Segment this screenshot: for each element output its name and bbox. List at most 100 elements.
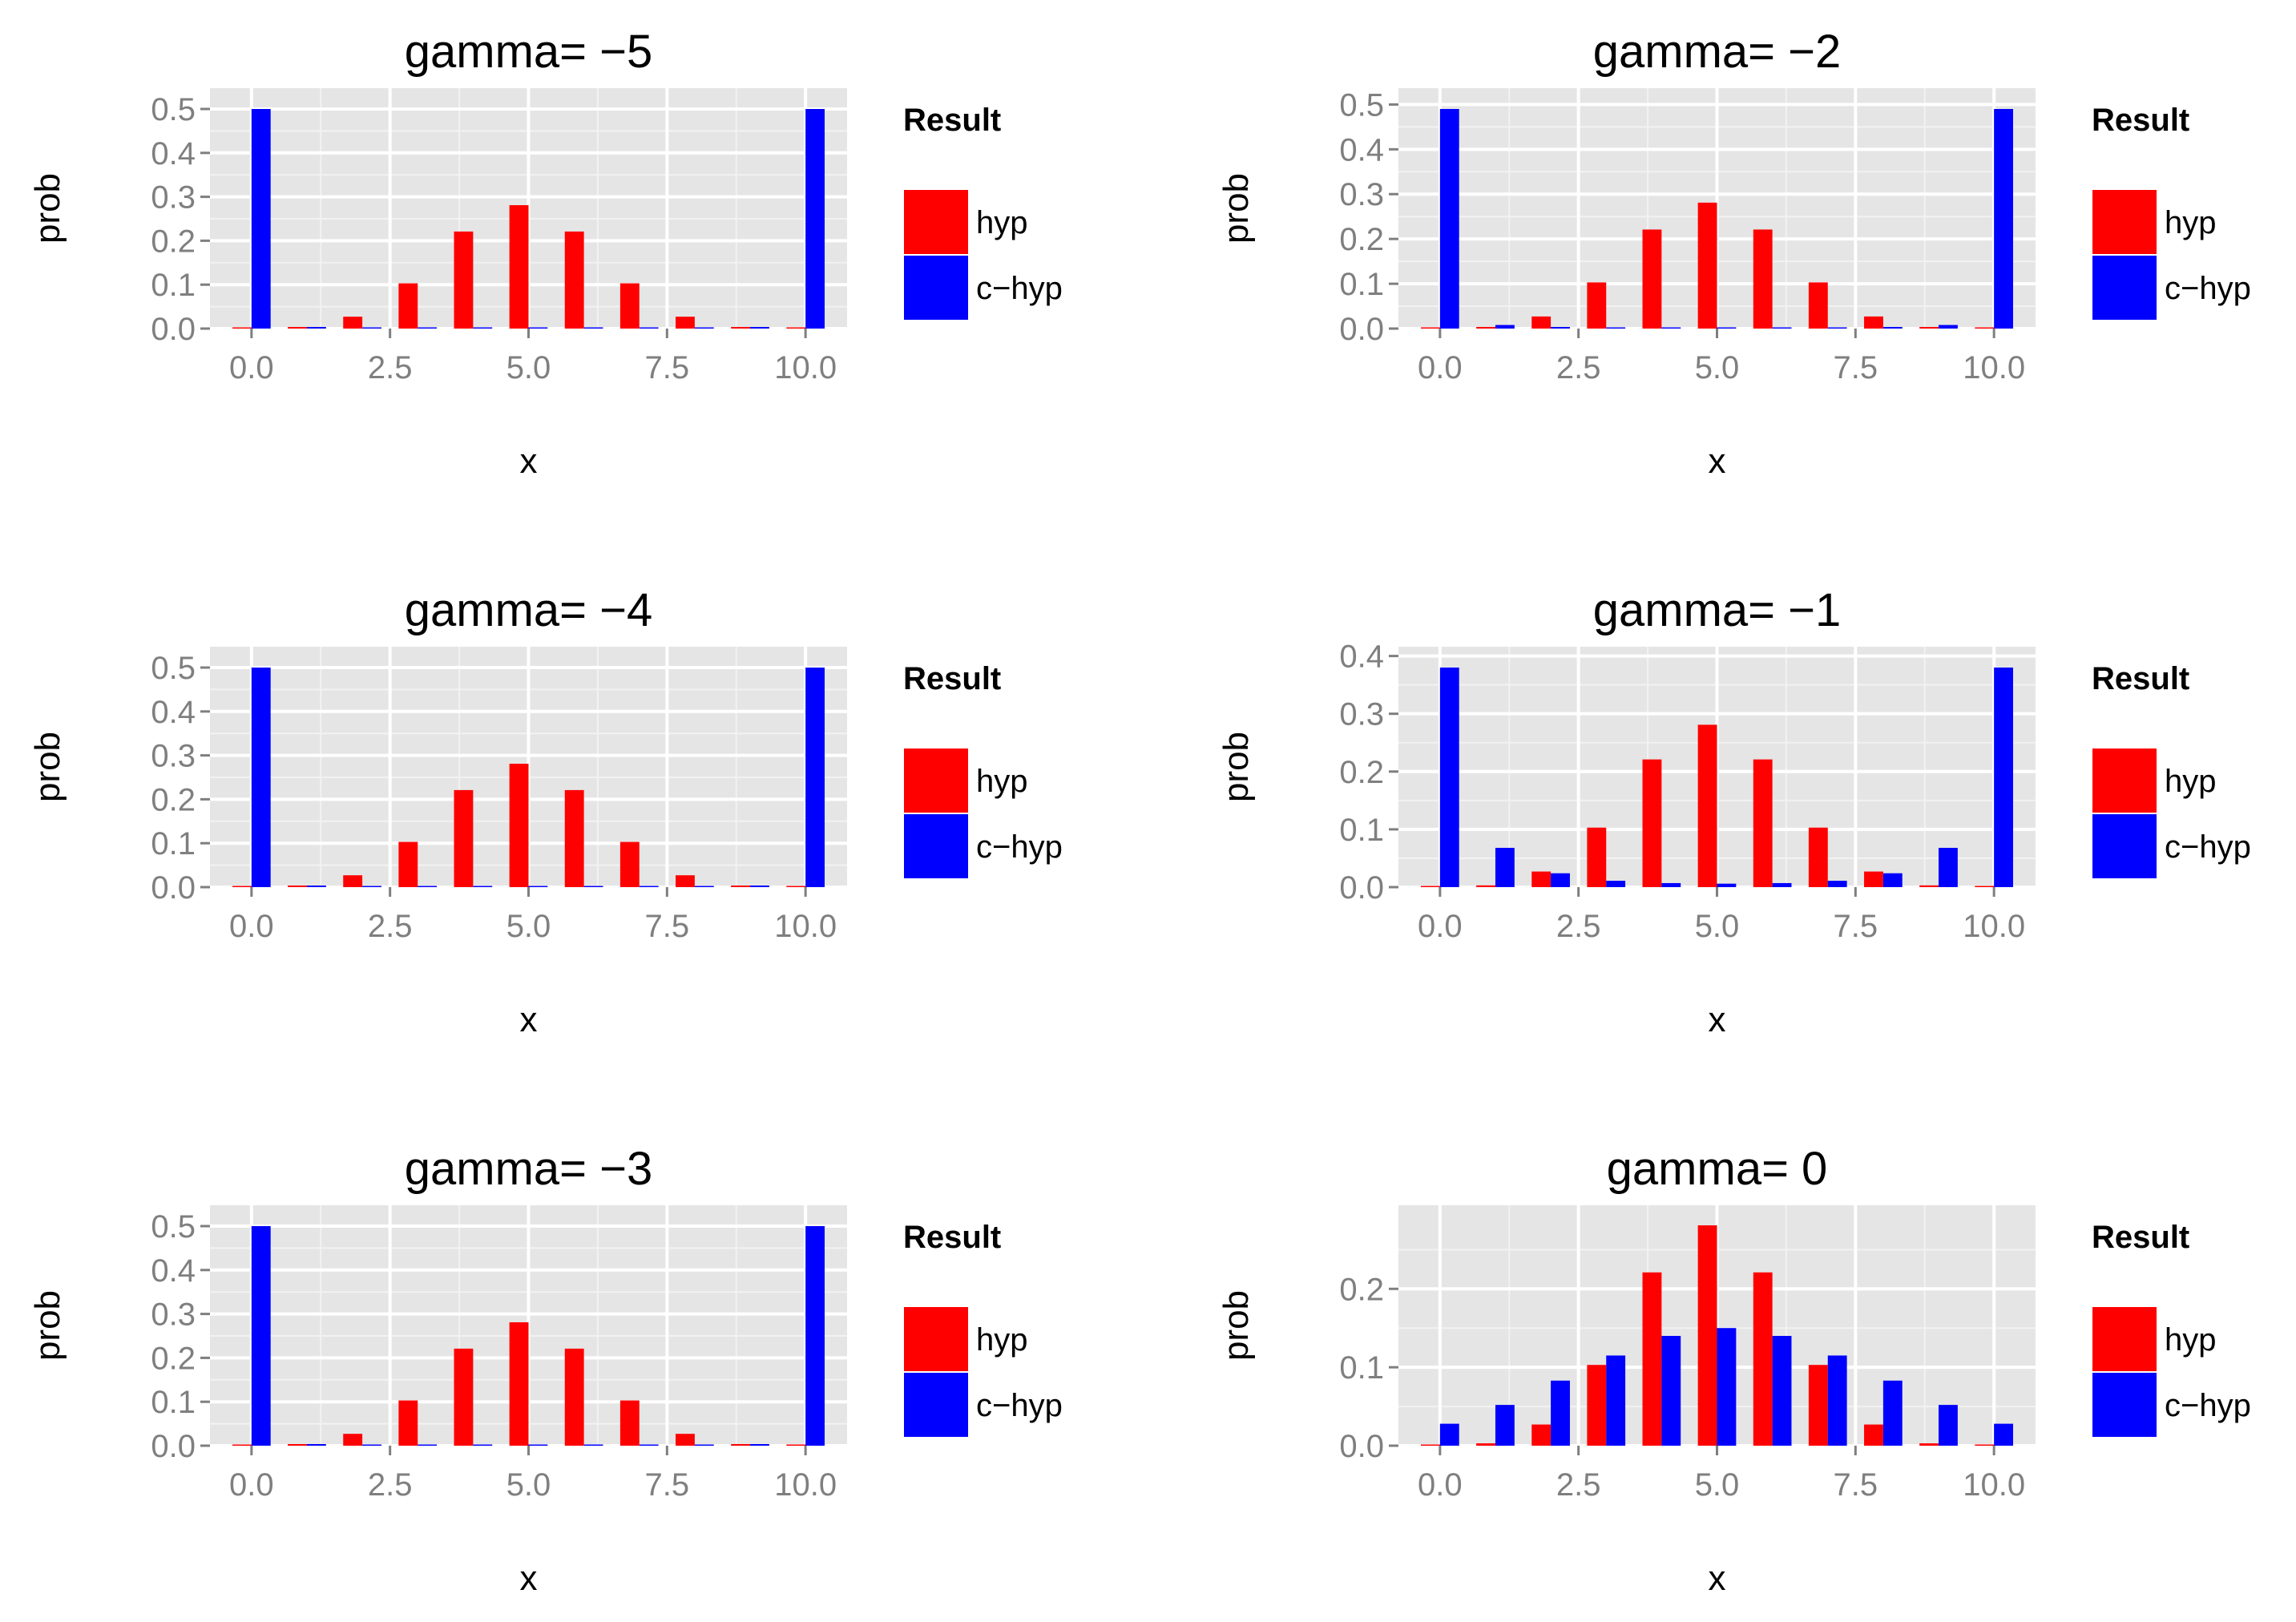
x-tick-label: 7.5 — [1834, 350, 1878, 385]
bar-c-hyp-x1 — [306, 886, 326, 887]
bar-hyp-x1 — [1476, 1443, 1495, 1446]
legend-label-hyp: hyp — [976, 764, 1028, 799]
y-tick-label: 0.4 — [151, 136, 196, 171]
bar-hyp-x3 — [1587, 1365, 1607, 1446]
bar-c-hyp-x8 — [1882, 873, 1903, 887]
legend-key-c-hyp — [2091, 1371, 2158, 1438]
bar-hyp-x0 — [232, 1444, 252, 1446]
bar-hyp-x2 — [1531, 1424, 1552, 1446]
legend-label-hyp: hyp — [976, 205, 1028, 240]
bar-hyp-x3 — [398, 1400, 418, 1446]
bar-c-hyp-x8 — [694, 886, 714, 887]
y-tick-label: 0.2 — [151, 782, 196, 817]
bar-hyp-x8 — [1864, 316, 1883, 329]
bar-hyp-x4 — [1642, 229, 1662, 329]
bar-c-hyp-x0 — [251, 668, 271, 887]
bar-c-hyp-x6 — [1772, 1336, 1792, 1446]
bar-hyp-x5 — [1697, 202, 1717, 329]
bar-hyp-x0 — [1420, 327, 1440, 329]
y-tick-label: 0.0 — [1339, 870, 1384, 906]
bar-c-hyp-x7 — [639, 1444, 659, 1446]
x-tick-label: 10.0 — [774, 909, 837, 944]
bar-c-hyp-x0 — [251, 109, 271, 329]
legend-key-hyp — [2091, 1305, 2158, 1373]
x-tick-label: 0.0 — [229, 1467, 274, 1503]
x-tick-label: 7.5 — [645, 1467, 690, 1503]
bar-c-hyp-x4 — [473, 886, 493, 887]
bar-hyp-x4 — [1642, 1272, 1662, 1446]
legend-key-hyp — [902, 188, 970, 256]
x-tick-label: 5.0 — [506, 909, 551, 944]
x-tick-label: 7.5 — [645, 350, 690, 385]
chart-title: gamma= −5 — [405, 26, 653, 78]
bar-c-hyp-x1 — [306, 327, 326, 329]
x-tick-label: 2.5 — [368, 909, 413, 944]
legend-label-hyp: hyp — [976, 1322, 1028, 1358]
bar-hyp-x9 — [731, 1444, 751, 1446]
bar-hyp-x2 — [343, 875, 363, 887]
bar-c-hyp-x2 — [362, 1444, 381, 1446]
x-tick-label: 0.0 — [1418, 909, 1463, 944]
bar-c-hyp-x3 — [418, 886, 438, 887]
bar-hyp-x2 — [1531, 316, 1552, 329]
chart-panel-5: gamma= 0 0.0 0.1 0.2 0.0 2.5 5.0 7.5 10.0 x prob Re… — [1217, 1143, 2251, 1598]
bar-c-hyp-x9 — [1939, 1405, 1958, 1446]
bar-c-hyp-x7 — [1827, 1355, 1847, 1446]
y-axis-label: prob — [1217, 1290, 1256, 1361]
bar-hyp-x9 — [1919, 885, 1939, 887]
y-tick-label: 0.1 — [1339, 267, 1384, 302]
legend-title: Result — [2092, 103, 2189, 138]
bar-c-hyp-x9 — [750, 327, 769, 329]
legend-label-c-hyp: c−hyp — [976, 1388, 1063, 1423]
bar-c-hyp-x3 — [1606, 327, 1626, 329]
bar-hyp-x5 — [509, 764, 529, 887]
y-tick-label: 0.1 — [151, 826, 196, 861]
x-axis-label: x — [1709, 1000, 1726, 1039]
bar-c-hyp-x9 — [750, 1444, 769, 1446]
bar-c-hyp-x6 — [583, 886, 603, 887]
bar-c-hyp-x2 — [1551, 327, 1570, 329]
bar-c-hyp-x4 — [1661, 1336, 1681, 1446]
legend-key-c-hyp — [902, 1371, 970, 1438]
bar-hyp-x9 — [1919, 1443, 1939, 1446]
y-tick-label: 0.3 — [1339, 177, 1384, 212]
bar-hyp-x8 — [676, 317, 695, 329]
y-tick-label: 0.0 — [151, 1429, 196, 1464]
bar-c-hyp-x3 — [418, 327, 438, 329]
legend-label-c-hyp: c−hyp — [976, 271, 1063, 306]
bar-hyp-x7 — [619, 1400, 640, 1446]
bar-c-hyp-x10 — [1994, 109, 2014, 329]
bar-c-hyp-x5 — [1717, 1328, 1737, 1446]
bar-hyp-x8 — [1864, 871, 1883, 887]
bar-hyp-x9 — [731, 327, 751, 329]
bar-c-hyp-x10 — [805, 109, 825, 329]
bar-hyp-x5 — [509, 1322, 529, 1446]
bar-c-hyp-x5 — [528, 327, 548, 329]
bar-hyp-x8 — [676, 1434, 695, 1446]
bar-hyp-x0 — [232, 327, 252, 329]
bar-hyp-x5 — [509, 205, 529, 329]
y-tick-label: 0.4 — [151, 1253, 196, 1289]
bar-c-hyp-x7 — [1827, 881, 1847, 887]
bar-c-hyp-x1 — [1495, 1405, 1515, 1446]
y-tick-label: 0.0 — [151, 312, 196, 347]
bar-hyp-x10 — [1975, 886, 1995, 887]
y-axis-label: prob — [28, 173, 67, 244]
bar-c-hyp-x2 — [362, 327, 381, 329]
chart-title: gamma= 0 — [1607, 1143, 1828, 1195]
bar-c-hyp-x9 — [1939, 847, 1958, 887]
bar-hyp-x8 — [676, 875, 695, 887]
bar-hyp-x7 — [1808, 827, 1828, 887]
x-tick-label: 10.0 — [1963, 1467, 2025, 1503]
x-tick-label: 2.5 — [1556, 350, 1601, 385]
legend-label-c-hyp: c−hyp — [2165, 271, 2251, 306]
y-tick-label: 0.5 — [151, 92, 196, 127]
bar-hyp-x10 — [786, 1444, 806, 1446]
bar-hyp-x7 — [619, 841, 640, 887]
bar-hyp-x3 — [398, 841, 418, 887]
bar-c-hyp-x4 — [473, 1444, 493, 1446]
y-tick-label: 0.2 — [1339, 755, 1384, 790]
x-tick-label: 5.0 — [1695, 350, 1740, 385]
bar-c-hyp-x1 — [306, 1444, 326, 1446]
